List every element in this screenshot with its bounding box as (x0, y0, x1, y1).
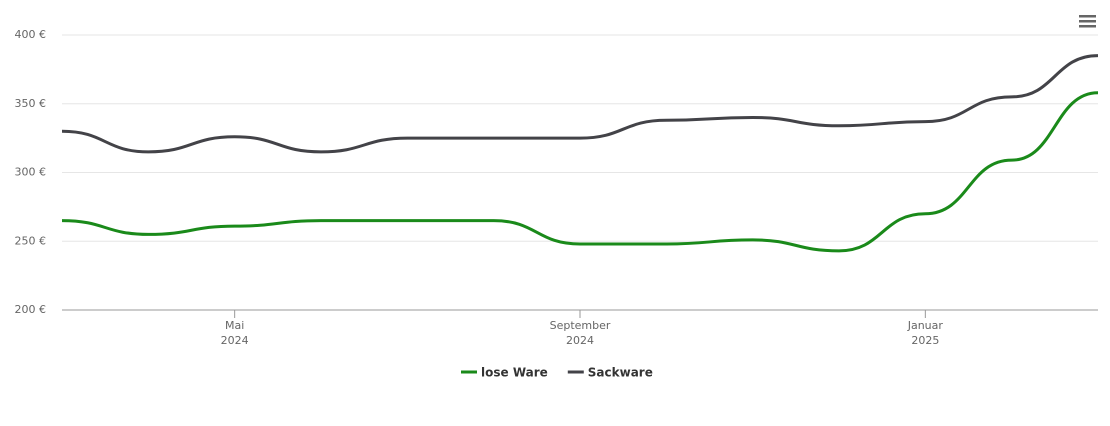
legend-label: Sackware (588, 366, 653, 380)
y-tick-label: 350 € (15, 97, 47, 110)
x-tick-label: 2024 (221, 334, 249, 347)
x-tick-label: 2024 (566, 334, 594, 347)
line (61, 91, 1099, 253)
menu-bar (1079, 25, 1096, 28)
menu-bar (1079, 20, 1096, 23)
y-tick-label: 250 € (15, 234, 47, 247)
y-tick-label: 400 € (15, 28, 47, 41)
y-tick-label: 200 € (15, 303, 47, 316)
x-tick-label: September (550, 319, 611, 332)
legend-label: lose Ware (481, 366, 548, 380)
x-tick-label: Januar (907, 319, 944, 332)
menu-icon[interactable] (1079, 15, 1096, 28)
x-tick-label: Mai (225, 319, 244, 332)
line (61, 54, 1099, 154)
menu-bar (1079, 15, 1096, 18)
x-tick-label: 2025 (911, 334, 939, 347)
y-tick-label: 300 € (15, 166, 47, 179)
legend: lose Ware Sackware (461, 366, 653, 380)
